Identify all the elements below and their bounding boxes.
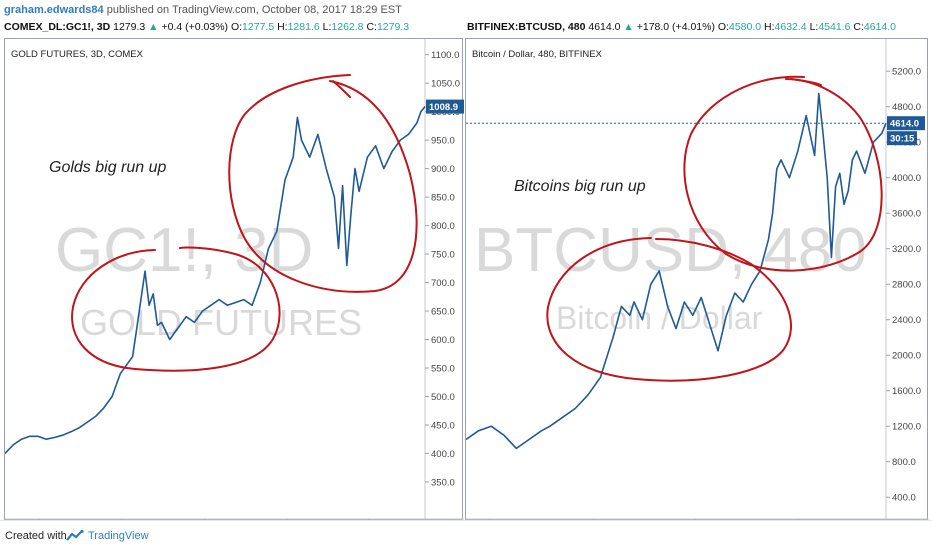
gold-chart[interactable]: GC1!, 3D GOLD FUTURES 350.0 400.0 450.0 500.0… [5,39,464,521]
legend-low-label: L: [322,21,332,33]
last-price-label: 4614.0 [890,119,919,130]
publish-header: graham.edwards84 published on TradingVie… [0,0,932,38]
legend-open-value: 1277.5 [242,21,275,33]
y-tick-label: 800.0 [892,457,916,468]
legend-close-value: 4614.0 [863,21,897,33]
legend-last: 1279.3 [113,21,146,33]
y-tick-label: 5200.0 [892,67,921,78]
bitcoin-chart[interactable]: BTCUSD, 480 Bitcoin / Dollar 400.0 800.0 120… [466,39,929,521]
y-tick-label: 3200.0 [892,244,921,255]
legend-change: +0.4 (+0.03%) [161,21,229,33]
tradingview-logo-icon [66,529,84,541]
chart-title: Bitcoin / Dollar, 480, BITFINEX [472,49,603,60]
y-tick-label: 750.0 [431,250,455,261]
watermark-symbol: BTCUSD, 480 [474,216,867,285]
created-with-text: Created with [5,530,67,542]
legend-open-label: O: [717,21,729,33]
up-arrow-icon: ▲ [623,21,634,33]
countdown-tag [887,131,917,146]
annotation-text: Bitcoins big run up [514,178,646,195]
annotation-circle [71,246,281,372]
y-tick-label: 4800.0 [892,102,921,113]
y-tick-label: 400.0 [892,493,916,504]
legend-high-label: H: [277,21,288,33]
y-tick-label: 700.0 [431,278,455,289]
legend-high-label: H: [764,21,775,33]
tradingview-brand-link[interactable]: TradingView [88,530,149,542]
y-tick-label: 1050.0 [431,79,460,90]
legend-right: BITFINEX:BTCUSD, 480 4614.0 ▲ +178.0 (+4… [467,21,896,33]
y-tick-label: 550.0 [431,363,455,374]
annotation-circle [332,80,351,98]
publish-line: graham.edwards84 published on TradingVie… [4,4,402,16]
watermark-name: GOLD FUTURES [80,302,362,343]
annotation-circle [790,78,822,86]
legend-last: 4614.0 [588,21,621,33]
y-tick-label: 400.0 [431,449,455,460]
gold-chart-panel[interactable]: GC1!, 3D GOLD FUTURES 350.0 400.0 450.0 500.0… [4,38,464,521]
legend-close-label: C: [366,21,377,33]
y-tick-label: 800.0 [431,221,455,232]
footer: Created with TradingView [0,520,932,551]
y-tick-label: 2400.0 [892,315,921,326]
legend-low-value: 1262.8 [331,21,364,33]
legend-symbol[interactable]: COMEX_DL:GC1!, 3D [4,21,111,33]
y-tick-label: 3600.0 [892,209,921,220]
y-tick-label: 2000.0 [892,351,921,362]
legend-symbol[interactable]: BITFINEX:BTCUSD, 480 [467,21,586,33]
legend-left: COMEX_DL:GC1!, 3D 1279.3 ▲ +0.4 (+0.03%)… [4,21,409,33]
watermark-symbol: GC1!, 3D [55,216,313,285]
legend-high-value: 4632.4 [774,21,807,33]
legend-low-value: 4541.6 [818,21,851,33]
legend-high-value: 1281.6 [287,21,320,33]
countdown-label: 30:15 [890,134,915,145]
legend-close-value: 1279.3 [376,21,410,33]
annotation-circle [546,237,793,382]
last-price-tag [426,99,464,114]
y-tick-label: 900.0 [431,164,455,175]
price-series-line [466,92,887,450]
y-tick-label: 1100.0 [431,50,459,61]
y-tick-label: 350.0 [431,477,455,488]
y-tick-label: 950.0 [431,136,455,147]
last-price-tag [887,116,925,131]
published-text: published on TradingView.com, October 08… [106,4,402,16]
author-link[interactable]: graham.edwards84 [4,4,104,16]
y-tick-label: 1200.0 [892,422,921,433]
up-arrow-icon: ▲ [148,21,159,33]
chart-title: GOLD FUTURES, 3D, COMEX [11,49,144,60]
legend-open-label: O: [230,21,243,33]
y-tick-label: 600.0 [431,335,455,346]
legend-close-label: C: [853,21,864,33]
legend-open-value: 4580.0 [728,21,762,33]
annotation-circle [683,75,883,272]
watermark-name: Bitcoin / Dollar [556,300,763,336]
y-tick-label: 850.0 [431,193,455,204]
y-tick-label: 450.0 [431,420,455,431]
legend-change: +178.0 (+4.01%) [636,21,715,33]
y-tick-label: 1600.0 [892,386,921,397]
y-tick-label: 2800.0 [892,280,921,291]
annotation-text: Golds big run up [49,159,167,176]
legend-low-label: L: [809,21,819,33]
last-price-label: 1008.9 [429,102,458,113]
y-tick-label: 500.0 [431,392,455,403]
bitcoin-chart-panel[interactable]: BTCUSD, 480 Bitcoin / Dollar 400.0 800.0 120… [465,38,929,521]
price-series-line [5,106,426,454]
annotation-circle [228,74,418,293]
y-tick-label: 650.0 [431,307,455,318]
y-tick-label: 4000.0 [892,173,921,184]
